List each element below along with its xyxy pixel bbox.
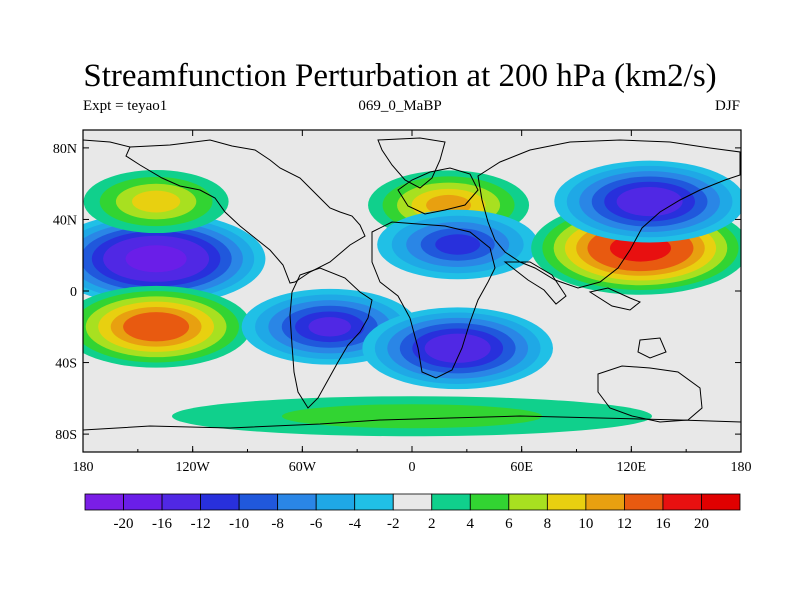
colorbar-swatch (546, 493, 587, 511)
y-tick-label: 80S (55, 428, 77, 443)
colorbar-swatch (123, 493, 163, 511)
colorbar-label: -2 (387, 516, 400, 532)
colorbar-swatch (277, 493, 317, 511)
colorbar-label: 2 (428, 516, 436, 532)
colorbar-label: -6 (310, 516, 323, 532)
colorbar-label: -4 (348, 516, 361, 532)
chart-title: Streamfunction Perturbation at 200 hPa (… (83, 58, 717, 94)
colorbar-swatch (701, 493, 741, 511)
experiment-label: Expt = teyao1 (83, 98, 168, 114)
colorbar-label: -8 (271, 516, 284, 532)
contour-south-africa-low-5 (424, 333, 491, 363)
colorbar-label: 12 (617, 516, 632, 532)
colorbar-label: -10 (229, 516, 249, 532)
colorbar-swatch (161, 493, 201, 511)
contour-north-africa-low-4 (435, 234, 481, 255)
colorbar-label: 6 (505, 516, 513, 532)
x-tick-label: 180 (73, 460, 94, 475)
coastlines (83, 137, 741, 431)
contour-siberia-low-5 (616, 186, 683, 217)
colorbar-swatch (238, 493, 279, 511)
colorbar-swatch (84, 493, 124, 511)
x-tick-label: 60W (289, 460, 317, 475)
y-tick-label: 40S (55, 357, 77, 372)
contour-north-pacific-low-6 (125, 245, 187, 273)
x-tick-label: 60E (510, 460, 533, 475)
colorbar-label: -20 (114, 516, 134, 532)
case-label: 069_0_MaBP (358, 98, 442, 114)
colorbar-swatch (662, 493, 702, 511)
x-tick-label: 0 (409, 460, 416, 475)
colorbar-swatch (392, 493, 433, 511)
y-axis: 80N 40N 0 40S 80S (53, 142, 741, 443)
x-tick-label: 120W (176, 460, 211, 475)
colorbar-label: 10 (578, 516, 593, 532)
colorbar-label: -16 (152, 516, 172, 532)
colorbar-label: -12 (191, 516, 211, 532)
y-tick-label: 0 (70, 285, 77, 300)
y-tick-label: 40N (53, 213, 77, 228)
x-tick-label: 120E (617, 460, 647, 475)
colorbar: -20 -16 -12 -10 -8 -6 -4 -2 2 4 6 8 10 12 16 20 (84, 493, 741, 532)
colorbar-swatch (315, 493, 356, 511)
season-label: DJF (714, 98, 740, 114)
colorbar-label: 8 (544, 516, 552, 532)
contour-south-america-low-5 (308, 317, 352, 337)
colorbar-swatch (508, 493, 548, 511)
colorbar-swatch (585, 493, 625, 511)
colorbar-swatch (354, 493, 394, 511)
colorbar-label: 16 (655, 516, 671, 532)
x-tick-label: 180 (731, 460, 752, 475)
colorbar-swatch (469, 493, 510, 511)
colorbar-label: 20 (694, 516, 709, 532)
colorbar-label: 4 (467, 516, 475, 532)
x-axis: 180 120W 60W 0 60E 120E 180 (73, 130, 752, 475)
colorbar-swatch (200, 493, 240, 511)
y-tick-label: 80N (53, 142, 77, 157)
contour-field (83, 160, 741, 437)
contour-south-pacific-high-5 (123, 312, 190, 342)
contour-atlantic-high-3 (132, 190, 181, 213)
colorbar-swatch (431, 493, 471, 511)
colorbar-swatch (624, 493, 664, 511)
